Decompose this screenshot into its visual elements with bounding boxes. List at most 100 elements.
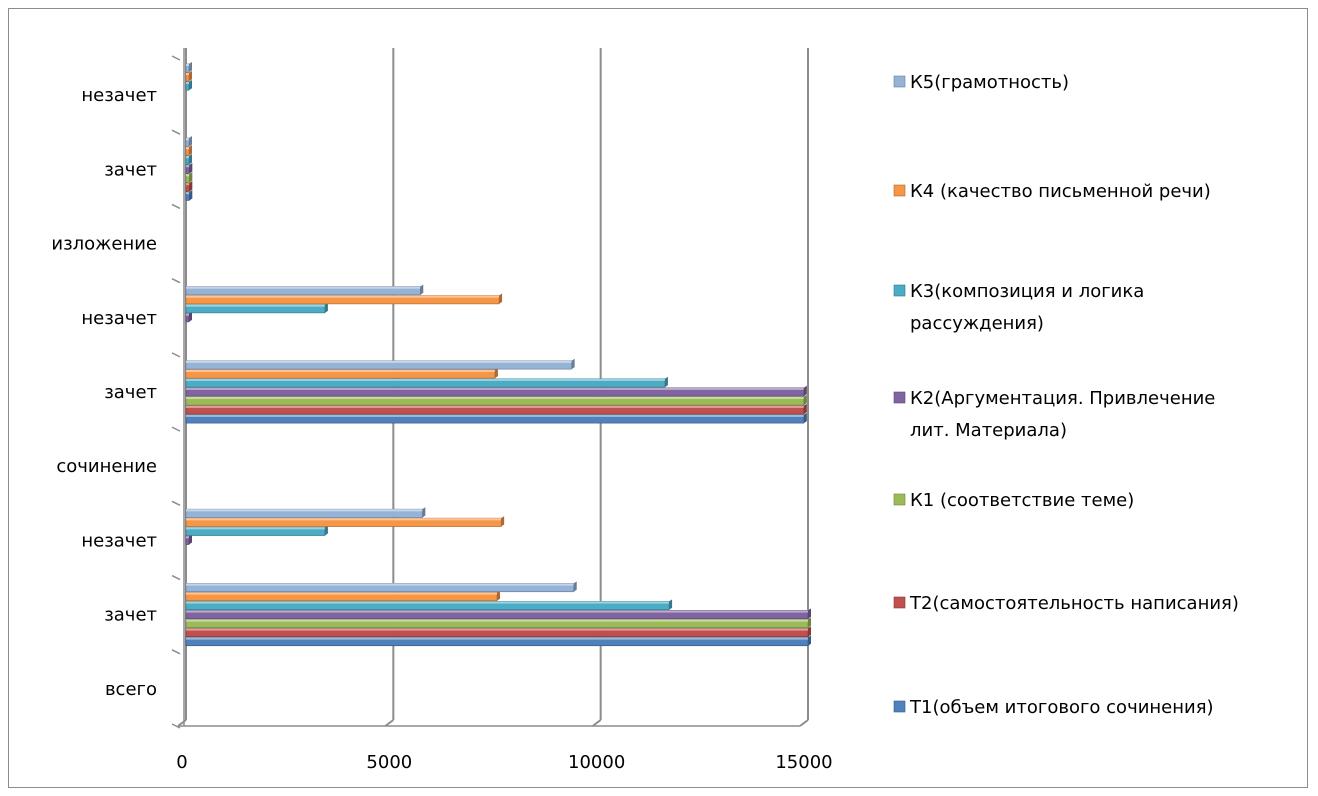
bar-cap — [669, 599, 673, 610]
bar-highlight — [186, 81, 189, 85]
bar-highlight — [186, 156, 189, 159]
legend-label: Т1(объем итогового сочинения) — [909, 697, 1214, 718]
y-tick — [171, 723, 181, 729]
legend-item: К1 (соответствие теме) — [893, 490, 1134, 511]
bar-highlight — [186, 165, 190, 168]
y-tick — [171, 500, 181, 507]
bar-cap — [422, 507, 426, 518]
bar-cap — [324, 525, 328, 536]
category-label: незачет — [81, 308, 157, 329]
legend-swatch — [893, 75, 906, 88]
bar — [185, 145, 192, 156]
bar-cap — [324, 302, 328, 313]
bar — [185, 367, 498, 379]
bar-cap — [501, 516, 505, 527]
bar-cap — [803, 385, 807, 397]
bar-cap — [189, 79, 192, 91]
bar-cap — [189, 145, 192, 156]
category-label: зачет — [104, 159, 157, 180]
legend-label: рассуждения) — [910, 313, 1044, 334]
bar-cap — [803, 412, 807, 424]
gridline-foot — [799, 719, 809, 727]
bar-highlight — [186, 378, 665, 381]
bar-cap — [189, 311, 192, 322]
legend-swatch — [893, 284, 906, 297]
bar — [185, 311, 192, 323]
bar — [185, 284, 424, 296]
category-label: зачет — [104, 605, 157, 626]
bar-highlight — [186, 138, 189, 141]
bar-cap — [499, 293, 503, 304]
bar — [185, 136, 192, 147]
legend-label: Т2(самостоятельность написания) — [909, 593, 1239, 614]
legend-item: К2(Аргументация. Привлечение лит. Материа… — [893, 388, 1215, 441]
bar — [185, 394, 807, 406]
bar — [185, 635, 811, 647]
gridline-foot — [177, 719, 187, 727]
bar — [185, 190, 193, 201]
bar-highlight — [186, 63, 189, 67]
gridline-foot — [384, 719, 394, 727]
x-tick-label: 5000 — [366, 752, 412, 773]
bars-layer — [185, 61, 811, 647]
category-label: незачет — [81, 85, 157, 106]
bar — [185, 163, 193, 174]
bar — [185, 385, 807, 397]
bar — [185, 626, 811, 638]
bar-highlight — [186, 183, 190, 186]
y-tick — [171, 203, 181, 210]
bar-cap — [189, 136, 192, 147]
bar — [185, 590, 500, 602]
bar-highlight — [186, 592, 497, 595]
bar — [185, 172, 193, 183]
bar-cap — [808, 608, 811, 619]
y-tick — [171, 277, 181, 284]
legend-swatch — [893, 596, 906, 609]
bar-highlight — [186, 387, 804, 390]
bar-cap — [803, 403, 807, 415]
bar-cap — [573, 581, 577, 592]
bar-cap — [808, 635, 811, 646]
bar-cap — [189, 190, 193, 201]
bar-highlight — [186, 637, 808, 640]
bar-cap — [189, 172, 193, 183]
legend-label: К3(композиция и логика — [910, 281, 1144, 302]
bar-highlight — [186, 174, 190, 177]
legend: К5(грамотность) К4 (качество письменной р… — [893, 72, 1239, 718]
bar-cap — [189, 534, 192, 545]
bar-highlight — [186, 527, 325, 530]
bar — [185, 599, 673, 611]
axis-layer: 0 5000 10000 15000 всего зачет незачет сочинени… — [51, 48, 833, 773]
category-label: сочинение — [56, 456, 157, 477]
bar-cap — [571, 358, 575, 370]
bar — [185, 154, 192, 165]
bar-highlight — [186, 509, 423, 512]
bar — [185, 617, 811, 629]
legend-swatch — [893, 184, 906, 197]
legend-item: Т2(самостоятельность написания) — [893, 593, 1239, 614]
bar-highlight — [186, 147, 189, 150]
legend-item: К4 (качество письменной речи) — [893, 181, 1211, 202]
bar-highlight — [186, 601, 670, 604]
bar-cap — [189, 163, 193, 174]
bar — [185, 293, 503, 305]
gridline-foot — [592, 719, 602, 727]
bar — [185, 534, 192, 545]
bar-cap — [494, 367, 498, 379]
bar — [185, 608, 811, 620]
legend-label: К2(Аргументация. Привлечение — [910, 388, 1215, 409]
bar-highlight — [186, 313, 189, 316]
bar-cap — [808, 626, 811, 637]
bar — [185, 581, 577, 593]
bar-highlight — [186, 583, 574, 586]
legend-item: К5(грамотность) — [893, 72, 1069, 93]
bar-highlight — [186, 405, 804, 408]
bar-highlight — [186, 295, 500, 298]
legend-label: К1 (соответствие теме) — [910, 490, 1134, 511]
y-tick — [171, 352, 181, 358]
bar — [185, 507, 426, 518]
legend-label: лит. Материала) — [910, 420, 1067, 441]
bar-highlight — [186, 536, 189, 539]
category-label: изложение — [51, 234, 157, 255]
